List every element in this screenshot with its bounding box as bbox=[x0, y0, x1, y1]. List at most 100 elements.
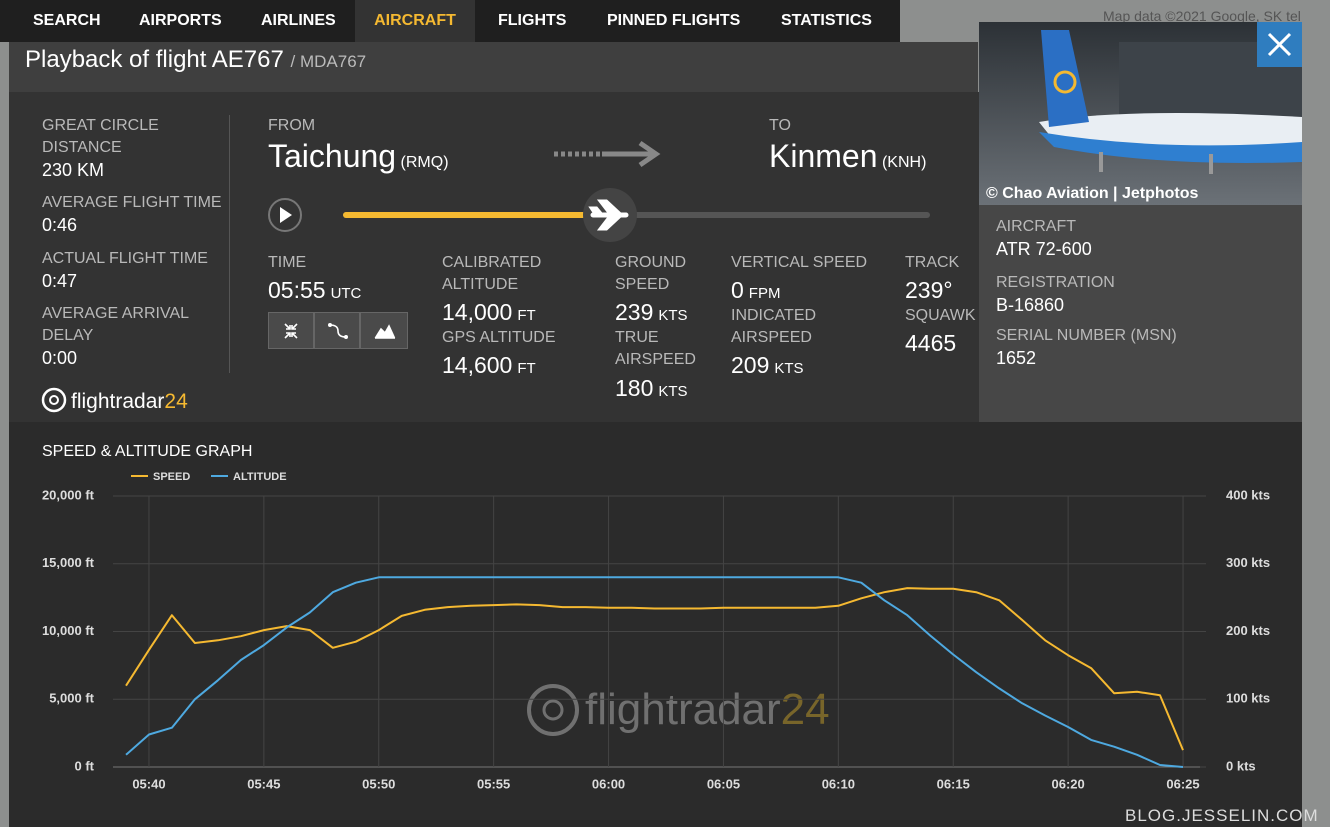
readout-label: TRACK bbox=[905, 254, 960, 271]
aircraft-panel: AIRCRAFT ATR 72-600 REGISTRATION B-16860… bbox=[979, 205, 1302, 422]
logo-icon bbox=[41, 387, 67, 413]
readout: 14,000 FT bbox=[442, 299, 536, 329]
readout-value: 180 bbox=[615, 375, 654, 401]
readout-unit: KTS bbox=[658, 307, 688, 324]
readout-value: 14,600 bbox=[442, 352, 513, 378]
readout-label: CALIBRATED ALTITUDE bbox=[442, 254, 542, 293]
readout-label: TIME bbox=[268, 254, 307, 271]
y2-tick-label: 0 kts bbox=[1226, 758, 1256, 773]
x-tick-label: 06:05 bbox=[707, 776, 740, 791]
readout-label: GPS ALTITUDE bbox=[442, 329, 556, 346]
summary-label: GREAT CIRCLE DISTANCE bbox=[42, 117, 159, 156]
readout: 209 KTS bbox=[731, 352, 804, 382]
from-city: Taichung bbox=[268, 138, 397, 174]
graph-title: SPEED & ALTITUDE GRAPH bbox=[42, 443, 253, 460]
y-tick-label: 10,000 ft bbox=[42, 623, 95, 638]
watermark-text: flightradar24 bbox=[585, 685, 830, 734]
y-tick-label: 20,000 ft bbox=[42, 487, 95, 502]
y-tick-label: 5,000 ft bbox=[49, 691, 94, 706]
readout: 14,600 FT bbox=[442, 352, 536, 382]
mode-button[interactable] bbox=[314, 312, 360, 349]
readout-label: TRUE AIRSPEED bbox=[615, 329, 696, 368]
readout: 180 KTS bbox=[615, 375, 688, 405]
nav-item[interactable]: FLIGHTS bbox=[498, 12, 567, 29]
readout-unit: KTS bbox=[774, 360, 804, 377]
nav-bar: SEARCH AIRPORTS AIRLINES AIRCRAFT FLIGHT… bbox=[0, 0, 900, 42]
nav-item[interactable]: AIRCRAFT bbox=[355, 0, 475, 42]
readout: 0 FPM bbox=[731, 277, 780, 307]
footer: BLOG.JESSELIN.COM bbox=[1125, 806, 1319, 825]
nav-item[interactable]: PINNED FLIGHTS bbox=[607, 12, 741, 29]
legend-label: ALTITUDE bbox=[233, 471, 287, 483]
readout-value: 05:55 bbox=[268, 277, 326, 303]
logo: flightradar24 bbox=[41, 387, 188, 413]
y2-tick-label: 400 kts bbox=[1226, 487, 1270, 502]
callsign: / MDA767 bbox=[290, 52, 367, 71]
logo-icon bbox=[49, 395, 59, 405]
x-tick-label: 05:55 bbox=[477, 776, 510, 791]
field-label: AIRCRAFT bbox=[996, 218, 1076, 235]
nav-item[interactable]: AIRPORTS bbox=[139, 12, 222, 29]
header-title: Playback of flight AE767 / MDA767 bbox=[25, 44, 366, 78]
mode-button[interactable] bbox=[360, 312, 408, 349]
logo-suffix: 24 bbox=[164, 390, 188, 413]
readout-value: 239 bbox=[615, 299, 654, 325]
playback-controls bbox=[268, 188, 930, 242]
slider[interactable] bbox=[343, 188, 930, 242]
info-panel bbox=[9, 92, 979, 422]
readout: 05:55 UTC bbox=[268, 277, 361, 307]
summary-value: 230 KM bbox=[42, 160, 105, 180]
y-tick-label: 0 ft bbox=[75, 758, 95, 773]
y2-tick-label: 300 kts bbox=[1226, 555, 1270, 570]
readout-unit: UTC bbox=[330, 285, 362, 302]
field-value: 1652 bbox=[996, 348, 1037, 368]
mode-button[interactable] bbox=[268, 312, 314, 349]
field-value: ATR 72-600 bbox=[996, 239, 1092, 259]
play-button[interactable] bbox=[268, 198, 302, 232]
close-button[interactable] bbox=[1257, 22, 1302, 67]
chart: flightradar24 0 ft 5,000 ft 10,000 ft 15,00… bbox=[42, 471, 1270, 792]
readout-value: 0 bbox=[731, 277, 744, 303]
x-tick-label: 05:50 bbox=[362, 776, 395, 791]
readout: 239 KTS bbox=[615, 299, 688, 329]
from-label: FROM bbox=[268, 117, 316, 134]
watermark-suffix: 24 bbox=[781, 685, 830, 734]
nav-item[interactable]: AIRLINES bbox=[261, 12, 336, 29]
x-tick-label: 05:40 bbox=[132, 776, 165, 791]
readout-label: GROUND SPEED bbox=[615, 254, 687, 293]
header-bar: Playback of flight AE767 / MDA767 bbox=[9, 42, 978, 92]
y2-tick-label: 200 kts bbox=[1226, 623, 1270, 638]
aircraft-fields: AIRCRAFT ATR 72-600 REGISTRATION B-16860… bbox=[996, 216, 1177, 369]
field-value: B-16860 bbox=[996, 295, 1065, 315]
summary-value: 0:46 bbox=[42, 215, 78, 235]
nav-item[interactable]: SEARCH bbox=[33, 12, 101, 29]
summary-value: 0:00 bbox=[42, 348, 78, 368]
summary-label: AVERAGE ARRIVAL DELAY bbox=[42, 305, 189, 344]
readout-value: 209 bbox=[731, 352, 770, 378]
legend-label: SPEED bbox=[153, 471, 190, 483]
readout-value: 239° bbox=[905, 277, 953, 303]
field-label: REGISTRATION bbox=[996, 274, 1115, 291]
logo-text: flightradar24 bbox=[71, 390, 188, 413]
x-tick-label: 06:00 bbox=[592, 776, 625, 791]
x-tick-label: 06:15 bbox=[937, 776, 970, 791]
series-line bbox=[125, 576, 1184, 768]
from: Taichung (RMQ) bbox=[268, 138, 449, 175]
watermark: flightradar24 bbox=[527, 684, 830, 736]
map-attribution: Map data ©2021 Google, SK tel bbox=[1103, 8, 1301, 24]
summary: GREAT CIRCLE DISTANCE 230 KM AVERAGE FLI… bbox=[42, 115, 222, 369]
readout-value: 4465 bbox=[905, 330, 957, 356]
nav-item[interactable]: STATISTICS bbox=[781, 12, 872, 29]
readout-unit: FT bbox=[517, 360, 536, 377]
photo-credit: © Chao Aviation | Jetphotos bbox=[986, 185, 1199, 202]
readout-unit: FPM bbox=[748, 285, 781, 302]
to-label: TO bbox=[769, 117, 791, 134]
summary-value: 0:47 bbox=[42, 271, 78, 291]
route-arrow bbox=[554, 140, 661, 168]
readout-unit: FT bbox=[517, 307, 536, 324]
separator bbox=[229, 115, 230, 373]
x-tick-label: 06:10 bbox=[822, 776, 855, 791]
y-tick-label: 15,000 ft bbox=[42, 555, 95, 570]
to: Kinmen (KNH) bbox=[769, 138, 926, 175]
